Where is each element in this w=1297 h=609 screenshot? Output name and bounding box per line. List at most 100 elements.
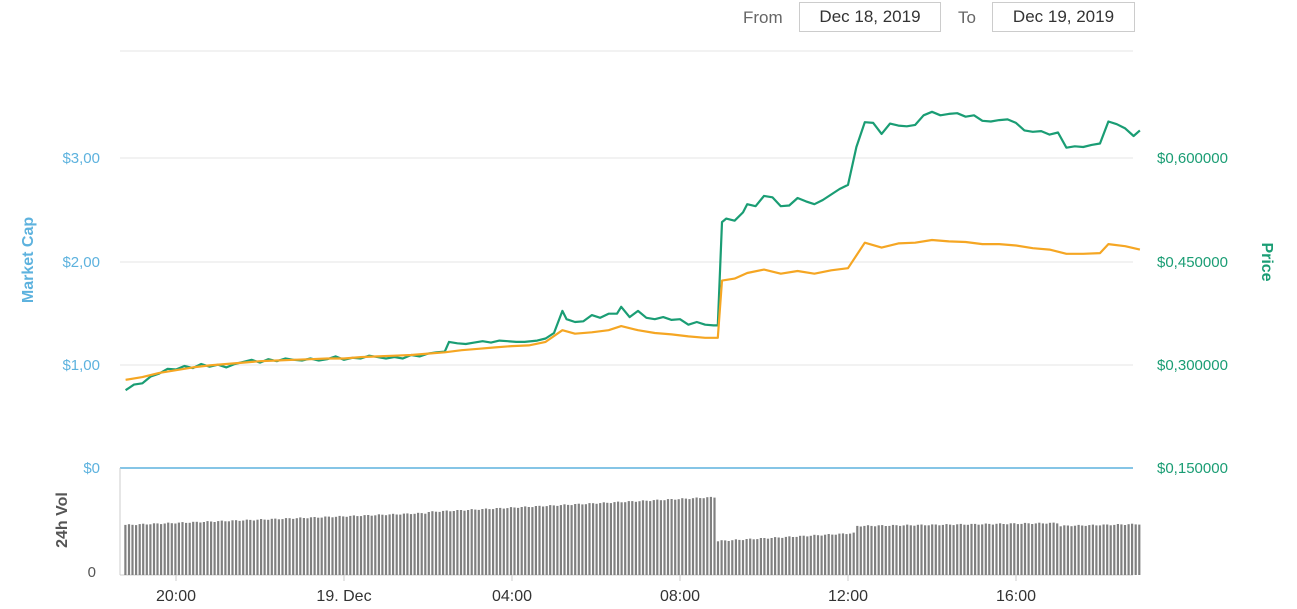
volume-bar [1073,525,1077,575]
volume-bar [995,523,998,575]
volume-bar [452,511,455,575]
x-tick-1: 19. Dec [316,588,371,605]
volume-bar [774,537,777,575]
volume-bar [741,540,745,575]
volume-bar [1052,522,1055,575]
volume-bar [399,514,402,575]
volume-bar [884,526,887,575]
volume-bar [877,525,880,575]
volume-bar [456,510,459,575]
volume-bar [627,501,630,575]
volume-bar [684,498,687,575]
volume-bar [349,515,352,575]
volume-bar [1006,524,1009,575]
volume-bar [299,517,302,575]
volume-bar [463,510,466,575]
volume-bar [1023,522,1027,575]
volume-bar [527,507,530,575]
volume-bar [263,519,266,575]
volume-bar [891,524,895,575]
volume-bar [309,517,313,575]
volume-bar [1102,524,1105,575]
volume-bar [284,518,288,575]
volume-bar [549,505,552,575]
volume-bar [224,521,227,575]
volume-bar [359,516,363,575]
volume-bar [945,524,948,575]
volume-bar [181,522,184,575]
volume-bar [459,510,463,575]
volume-bar [656,499,659,575]
volume-bar [395,514,398,575]
volume-bar [841,533,845,575]
volume-bar [363,515,366,575]
volume-bar [652,500,655,575]
volume-bar [481,509,484,575]
volume-bar [317,517,320,575]
volume-bar [206,521,209,575]
volume-bar [1088,525,1091,575]
volume-bar [413,513,416,575]
volume-bar [916,524,919,575]
volume-bar [1031,524,1034,575]
volume-bar [327,516,330,575]
volume-tick-0: 0 [88,564,96,581]
volume-bar [645,500,648,575]
volume-bar [574,504,577,575]
volume-bar [163,523,166,575]
volume-bar [524,506,527,575]
volume-bar [538,505,541,575]
volume-bar [135,525,138,575]
to-label: To [958,8,976,27]
volume-bar [334,516,338,575]
volume-bar [624,502,627,575]
volume-bar [417,512,420,575]
volume-bar [217,521,220,575]
volume-bar [438,511,441,575]
volume-bar [677,499,680,575]
volume-bar [202,522,205,575]
from-label: From [743,8,783,27]
from-date-input[interactable]: Dec 18, 2019 [799,2,941,32]
volume-bar [695,497,698,575]
volume-bar [813,534,816,575]
volume-bar [160,524,163,575]
volume-bar [838,533,841,575]
volume-bar [124,524,127,575]
volume-bar [1138,524,1141,575]
volume-bar [1002,524,1005,575]
volume-bar [377,514,380,575]
volume-bar [267,519,270,575]
volume-bar [442,510,445,575]
x-axis: 20:00 19. Dec 04:00 08:00 12:00 16:00 [156,575,1036,605]
volume-bar [188,522,191,575]
volume-bar [617,501,620,575]
volume-bar [274,518,277,575]
price-axis-title: Price [1258,242,1275,281]
volume-bar [1084,525,1087,575]
volume-bar [545,506,548,575]
volume-bar [499,507,502,575]
volume-bar [631,501,634,575]
volume-bar [331,517,334,575]
volume-bar [770,538,773,575]
volume-bar [638,501,641,575]
volume-bar [474,509,477,575]
volume-bar [210,521,213,575]
volume-bar [270,518,273,575]
to-date-input[interactable]: Dec 19, 2019 [992,2,1135,32]
volume-bar [1077,524,1080,575]
volume-bar [467,510,470,575]
volume-bar [941,524,944,575]
x-tick-0: 20:00 [156,588,196,605]
volume-axis-title: 24h Vol [54,492,71,548]
volume-bar [1095,525,1098,575]
series-line-0 [124,110,1141,392]
volume-bar [1116,524,1119,575]
volume-bar [649,501,652,575]
x-tick-4: 12:00 [828,588,868,605]
volume-bar [302,518,305,575]
volume-bar [956,524,959,575]
volume-bar [1091,524,1094,575]
volume-bar [534,506,537,575]
